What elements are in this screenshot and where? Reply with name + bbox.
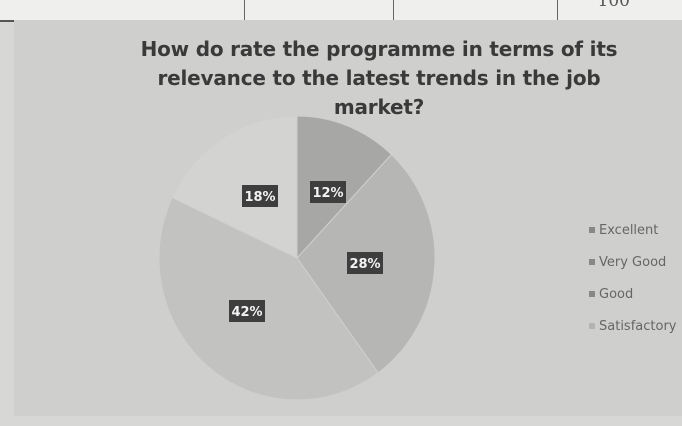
chart-legend: Excellent Very Good Good Satisfactory <box>589 214 676 342</box>
table-divider <box>393 0 394 20</box>
data-label-box <box>242 185 278 207</box>
partial-table-text: 100 <box>597 0 630 11</box>
legend-swatch <box>589 259 595 265</box>
legend-swatch <box>589 291 595 297</box>
data-label: 42% <box>231 305 262 320</box>
data-label-box <box>310 181 346 203</box>
chart-title: How do rate the programme in terms of it… <box>109 35 649 122</box>
data-label-box <box>347 252 383 274</box>
legend-label: Very Good <box>599 254 667 270</box>
legend-item: Excellent <box>589 214 676 246</box>
legend-label: Satisfactory <box>599 318 677 334</box>
data-label-box <box>229 300 265 322</box>
legend-label: Excellent <box>599 222 659 238</box>
data-label: 12% <box>312 186 343 201</box>
data-label: 28% <box>349 257 380 272</box>
legend-swatch <box>589 323 595 329</box>
pie-slice-good <box>158 196 379 401</box>
table-fragment: 100 <box>0 0 682 22</box>
chart-title-line-2: relevance to the latest trends in the jo… <box>157 66 601 119</box>
chart-title-line-1: How do rate the programme in terms of it… <box>140 37 618 61</box>
legend-item: Good <box>589 278 676 310</box>
chart-slide: How do rate the programme in terms of it… <box>14 20 682 416</box>
table-divider <box>557 0 558 20</box>
table-divider <box>244 0 245 20</box>
legend-item: Satisfactory <box>589 310 676 342</box>
pie-slice-satisfactory <box>171 115 298 259</box>
data-label: 18% <box>244 190 275 205</box>
pie-chart: 12% 28% 42% 18% <box>158 115 436 401</box>
legend-swatch <box>589 227 595 233</box>
legend-label: Good <box>599 286 634 302</box>
legend-item: Very Good <box>589 246 676 278</box>
